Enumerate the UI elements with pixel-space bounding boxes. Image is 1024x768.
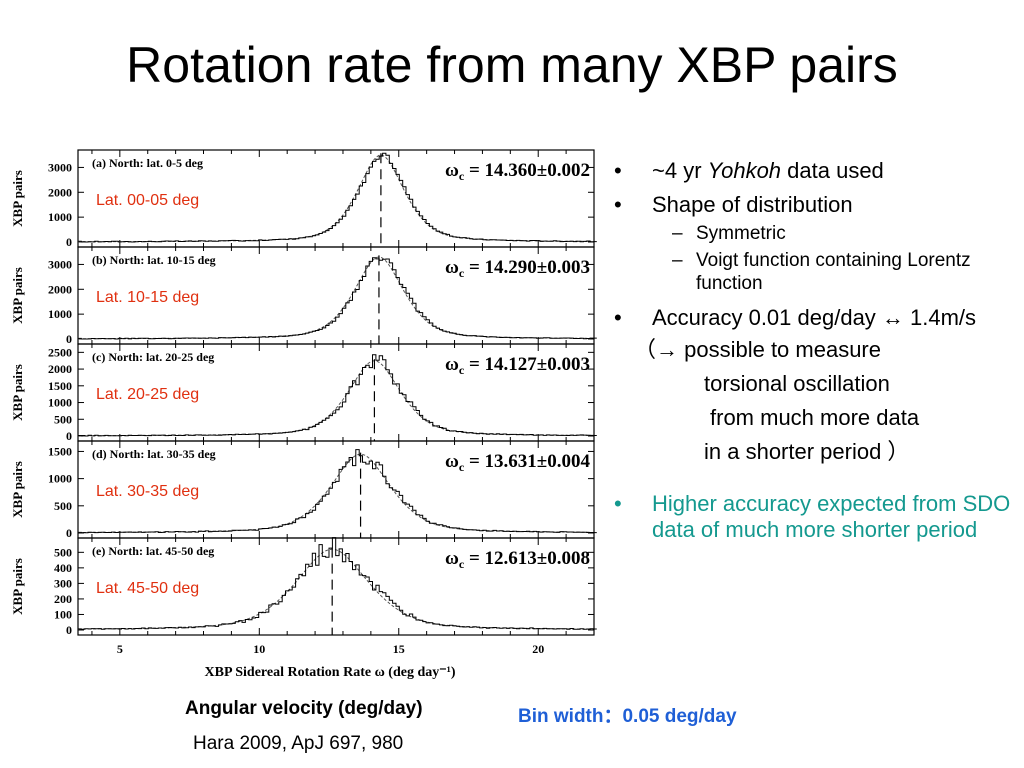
y-tick-label: 1000 <box>48 472 72 486</box>
y-tick-label: 2000 <box>48 282 72 296</box>
histogram-line <box>78 257 597 340</box>
torsional-line-1: （→ possible to measure <box>634 337 881 362</box>
bullet-accuracy: • Accuracy 0.01 deg/day ↔ 1.4m/s <box>614 305 1014 331</box>
panel-label: (c) North: lat. 20-25 deg <box>92 350 214 364</box>
panel-label: (b) North: lat. 10-15 deg <box>92 253 216 267</box>
latitude-label: Lat. 10-15 deg <box>96 289 199 306</box>
histogram-line <box>78 354 597 437</box>
bullet-yohkoh-post: data used <box>781 158 884 183</box>
y-tick-label: 1500 <box>48 379 72 393</box>
y-axis-title: XBP pairs <box>10 558 25 615</box>
latitude-label: Lat. 20-25 deg <box>96 386 199 403</box>
histogram-line <box>78 537 597 630</box>
y-tick-label: 200 <box>54 592 72 606</box>
subbullet-marker: – <box>672 250 683 271</box>
bullet-list: • ~4 yr Yohkoh data used • Shape of dist… <box>614 158 1014 551</box>
torsional-line-2: torsional oscillation <box>704 371 890 396</box>
rotation-rate-chart: XBP Sidereal Rotation Rate ω (deg day⁻¹)… <box>10 149 597 680</box>
bullet-yohkoh-pre: ~4 yr <box>652 158 708 183</box>
y-tick-label: 1500 <box>48 444 72 458</box>
histogram-line <box>78 152 597 243</box>
y-tick-label: 0 <box>66 235 72 249</box>
y-tick-label: 3000 <box>48 160 72 174</box>
bin-width-label: Bin width：0.05 deg/day <box>518 706 737 727</box>
bullet-marker: • <box>614 192 622 217</box>
omega-value: ωc = 14.127±0.003 <box>445 354 590 377</box>
x-tick-label: 20 <box>532 642 544 656</box>
bullet-marker: • <box>614 491 622 516</box>
y-axis-title: XBP pairs <box>10 267 25 324</box>
panel-label: (e) North: lat. 45-50 deg <box>92 544 214 558</box>
latitude-label: Lat. 30-35 deg <box>96 483 199 500</box>
y-tick-label: 0 <box>66 623 72 637</box>
x-tick-label: 10 <box>253 642 265 656</box>
y-tick-label: 0 <box>66 526 72 540</box>
bullet-sdo-text: Higher accuracy expected from SDO data o… <box>652 491 1011 542</box>
y-tick-label: 500 <box>54 545 72 559</box>
bullet-yohkoh: • ~4 yr Yohkoh data used <box>614 158 1014 184</box>
omega-value: ωc = 13.631±0.004 <box>445 451 590 474</box>
y-tick-label: 500 <box>54 412 72 426</box>
subbullet-voigt: – Voigt function containing Lorentz func… <box>614 249 1014 295</box>
torsional-note: （→ possible to measure torsional oscilla… <box>614 333 1014 469</box>
bullet-marker: • <box>614 158 622 183</box>
y-tick-label: 2000 <box>48 185 72 199</box>
subbullet-symmetric-text: Symmetric <box>696 223 786 244</box>
torsional-line-4: in a shorter period ） <box>704 439 910 464</box>
x-axis-title: XBP Sidereal Rotation Rate ω (deg day⁻¹) <box>205 665 456 680</box>
y-tick-label: 1000 <box>48 210 72 224</box>
bullet-marker: • <box>614 305 622 330</box>
y-tick-label: 2500 <box>48 345 72 359</box>
omega-value: ωc = 12.613±0.008 <box>445 548 590 571</box>
bullet-accuracy-text: Accuracy 0.01 deg/day ↔ 1.4m/s <box>652 305 977 330</box>
y-tick-label: 1000 <box>48 396 72 410</box>
x-tick-label: 5 <box>117 642 123 656</box>
subbullet-symmetric: – Symmetric <box>614 222 1014 245</box>
y-tick-label: 300 <box>54 576 72 590</box>
slide-title: Rotation rate from many XBP pairs <box>126 37 898 93</box>
y-axis-title: XBP pairs <box>10 170 25 227</box>
bullet-sdo: • Higher accuracy expected from SDO data… <box>614 491 1014 543</box>
y-tick-label: 0 <box>66 429 72 443</box>
panel-label: (d) North: lat. 30-35 deg <box>92 447 216 461</box>
subbullet-voigt-text: Voigt function containing Lorentz functi… <box>696 250 971 294</box>
reference-caption: Hara 2009, ApJ 697, 980 <box>193 733 404 754</box>
bullet-shape-text: Shape of distribution <box>652 192 853 217</box>
omega-value: ωc = 14.360±0.002 <box>445 160 590 183</box>
y-tick-label: 100 <box>54 607 72 621</box>
y-tick-label: 1000 <box>48 307 72 321</box>
y-axis-title: XBP pairs <box>10 461 25 518</box>
latitude-label: Lat. 45-50 deg <box>96 580 199 597</box>
y-tick-label: 3000 <box>48 257 72 271</box>
panel-label: (a) North: lat. 0-5 deg <box>92 156 203 170</box>
histogram-line <box>78 449 597 534</box>
y-tick-label: 2000 <box>48 362 72 376</box>
torsional-line-3: from much more data <box>710 405 920 430</box>
y-tick-label: 400 <box>54 561 72 575</box>
bullet-yohkoh-italic: Yohkoh <box>707 158 782 183</box>
angular-velocity-caption: Angular velocity (deg/day) <box>185 698 423 719</box>
latitude-label: Lat. 00-05 deg <box>96 192 199 209</box>
y-tick-label: 0 <box>66 332 72 346</box>
bullet-shape: • Shape of distribution <box>614 192 1014 218</box>
omega-value: ωc = 14.290±0.003 <box>445 257 590 280</box>
x-tick-label: 15 <box>393 642 405 656</box>
y-axis-title: XBP pairs <box>10 364 25 421</box>
subbullet-marker: – <box>672 223 683 244</box>
y-tick-label: 500 <box>54 499 72 513</box>
